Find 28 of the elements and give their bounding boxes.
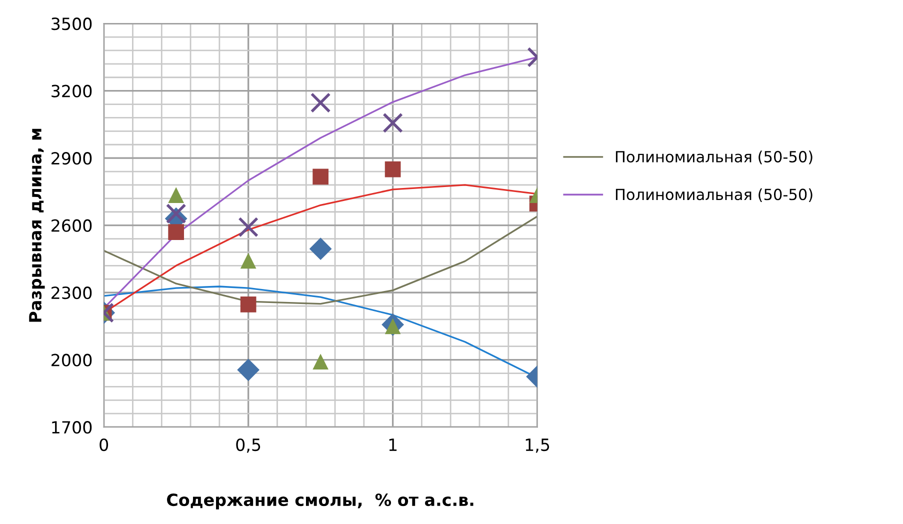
point [168, 224, 184, 240]
y-tick-label: 3200 [52, 84, 92, 98]
point [238, 216, 258, 238]
y-tick-label: 2900 [52, 152, 92, 165]
y-tick-label: 3500 [52, 18, 92, 30]
point [382, 112, 403, 134]
point [240, 252, 256, 269]
y-tick-label: 2300 [52, 286, 92, 300]
point [237, 358, 260, 382]
y-tick-label: 2000 [52, 354, 92, 366]
x-tick-label: 0,5 [236, 438, 260, 453]
point [312, 354, 328, 370]
point [168, 187, 184, 203]
point [166, 203, 186, 224]
legend-label: Полиномиальная (50-50) [616, 150, 812, 164]
point [310, 92, 331, 113]
y-tick-label: 2600 [52, 219, 92, 232]
x-axis-title: Содержание смолы, % от а.с.в. [167, 493, 474, 510]
legend-label: Полиномиальная (50-50) [616, 188, 812, 202]
x-tick-label: 1 [389, 438, 397, 451]
point [312, 168, 328, 185]
y-tick-label: 1700 [52, 421, 92, 434]
point [384, 161, 401, 178]
x-tick-label: 1,5 [526, 438, 550, 453]
y-axis-title: Разрывная длина, м [29, 128, 45, 322]
point [240, 296, 256, 312]
point [309, 238, 332, 260]
x-tick-label: 0 [100, 438, 108, 452]
